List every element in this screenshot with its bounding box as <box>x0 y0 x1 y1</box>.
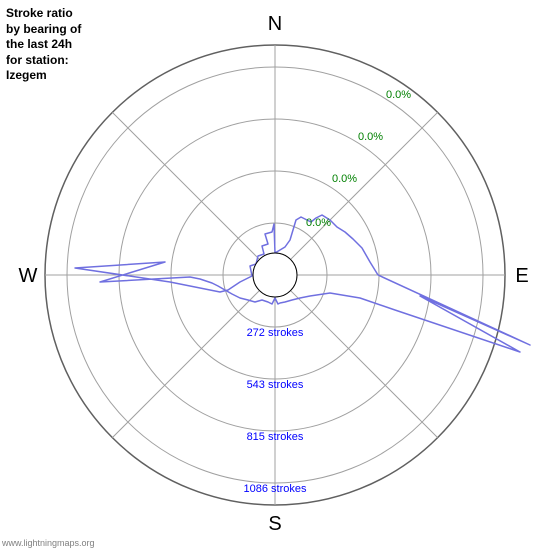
grid-spoke <box>291 291 438 438</box>
pct-label: 0.0% <box>386 89 411 101</box>
pct-label: 0.0% <box>306 217 331 229</box>
pct-label: 0.0% <box>358 131 383 143</box>
cardinal-w: W <box>19 265 38 287</box>
stroke-count-label: 815 strokes <box>247 431 304 443</box>
grid-spoke <box>112 112 259 259</box>
grid-spoke <box>112 291 259 438</box>
cardinal-s: S <box>268 513 281 535</box>
stroke-count-label: 543 strokes <box>247 379 304 391</box>
stroke-count-label: 272 strokes <box>247 327 304 339</box>
cardinal-e: E <box>515 265 528 287</box>
pct-label: 0.0% <box>332 173 357 185</box>
center-hole <box>253 253 297 297</box>
stroke-count-label: 1086 strokes <box>244 483 307 495</box>
cardinal-n: N <box>268 13 282 35</box>
polar-chart: N E S W 0.0% 0.0% 0.0% 0.0% 272 strokes 543 str… <box>0 0 550 550</box>
